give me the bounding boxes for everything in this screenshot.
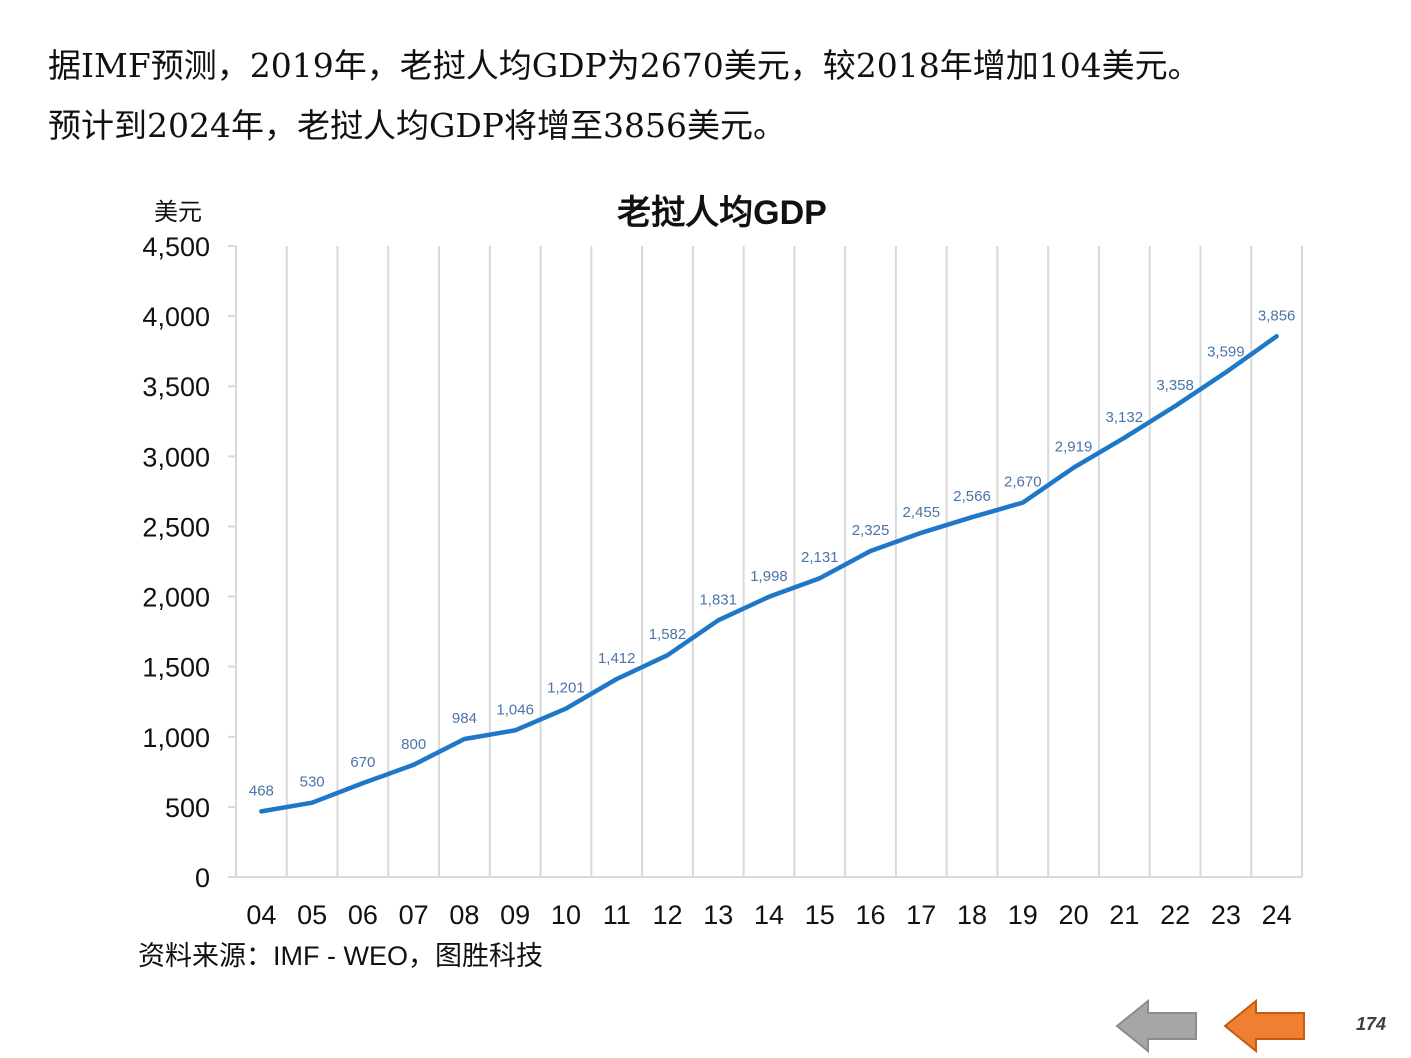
- data-point: [614, 677, 619, 682]
- data-point: [767, 594, 771, 599]
- data-point: [1020, 500, 1025, 505]
- chart-gridlines: [285, 246, 1303, 877]
- data-point: [1274, 334, 1279, 339]
- data-label: 1,831: [699, 591, 737, 608]
- data-label: 2,670: [1004, 474, 1042, 491]
- y-tick-label: 2,500: [142, 512, 210, 542]
- data-point: [919, 530, 924, 535]
- data-label: 670: [350, 754, 375, 771]
- x-tick-label: 09: [500, 900, 530, 930]
- x-tick-label: 04: [246, 900, 276, 930]
- y-axis-unit-label: 美元: [154, 199, 202, 226]
- x-tick-label: 07: [399, 900, 429, 930]
- intro-line-2: 预计到2024年，老挝人均GDP将增至3856美元。: [48, 106, 786, 145]
- data-point: [1223, 370, 1228, 375]
- data-label: 3,358: [1156, 377, 1194, 394]
- x-tick-label: 24: [1262, 900, 1292, 930]
- data-label: 3,599: [1207, 343, 1245, 360]
- y-tick-label: 3,500: [142, 372, 210, 402]
- chart-title: 老挝人均GDP: [617, 194, 827, 232]
- x-tick-label: 17: [906, 900, 936, 930]
- data-point: [360, 781, 365, 786]
- back-arrow-icon[interactable]: [1114, 998, 1200, 1054]
- x-tick-label: 11: [603, 900, 631, 930]
- data-label: 3,132: [1106, 409, 1144, 426]
- previous-arrow-shape: [1223, 998, 1305, 1054]
- data-label: 2,919: [1055, 439, 1093, 456]
- intro-line-1: 据IMF预测，2019年，老挝人均GDP为2670美元，较2018年增加104美…: [48, 46, 1201, 85]
- data-label: 3,856: [1258, 307, 1296, 324]
- data-label: 2,325: [852, 522, 890, 539]
- data-label: 1,582: [649, 626, 687, 643]
- x-tick-label: 08: [449, 900, 479, 930]
- x-tick-label: 18: [957, 900, 987, 930]
- data-point: [716, 618, 721, 623]
- chart-series: [259, 334, 1279, 814]
- y-tick-label: 500: [165, 793, 210, 823]
- page-number: 174: [1356, 1014, 1387, 1034]
- x-tick-label: 10: [551, 900, 581, 930]
- x-tick-label: 05: [297, 900, 327, 930]
- x-tick-label: 19: [1008, 900, 1038, 930]
- x-tick-label: 13: [703, 900, 733, 930]
- x-tick-label: 23: [1211, 900, 1241, 930]
- data-label: 984: [452, 710, 477, 727]
- data-label: 800: [401, 736, 426, 753]
- y-tick-label: 2,000: [142, 583, 210, 613]
- data-point: [665, 653, 670, 658]
- data-point: [563, 706, 568, 711]
- y-tick-label: 1,000: [142, 723, 210, 753]
- chart-data-labels: 468 530 670 800 984 1,046 1,201 1,412 1,582 1,831…: [249, 307, 1296, 799]
- back-arrow-shape: [1115, 998, 1197, 1054]
- chart-axes: 0 500 1,000 1,500 2,000 2,500 3,000 3,500 4,000 4…: [142, 232, 1302, 930]
- data-label: 468: [249, 782, 274, 799]
- data-point: [1071, 465, 1076, 470]
- data-label: 1,412: [598, 650, 636, 667]
- data-point: [817, 576, 822, 581]
- data-label: 1,998: [750, 568, 788, 585]
- data-point: [868, 548, 873, 553]
- data-label: 2,566: [953, 488, 991, 505]
- data-point: [1173, 404, 1178, 409]
- x-tick-label: 20: [1059, 900, 1089, 930]
- y-tick-label: 4,500: [142, 232, 210, 262]
- data-label: 1,046: [496, 701, 534, 718]
- data-point: [970, 515, 975, 520]
- x-tick-label: 16: [856, 900, 886, 930]
- previous-arrow-icon[interactable]: [1222, 998, 1308, 1054]
- x-tick-label: 06: [348, 900, 378, 930]
- x-tick-label: 22: [1160, 900, 1190, 930]
- data-label: 530: [300, 774, 325, 791]
- x-tick-label: 12: [652, 900, 682, 930]
- data-label: 2,131: [801, 549, 839, 566]
- data-label: 2,455: [903, 504, 941, 521]
- x-tick-label: 14: [754, 900, 784, 930]
- data-point: [1122, 435, 1127, 440]
- data-point: [310, 800, 315, 805]
- y-tick-label: 4,000: [142, 302, 210, 332]
- x-tick-label: 21: [1109, 900, 1139, 930]
- y-tick-label: 1,500: [142, 653, 210, 683]
- source-note: 资料来源：IMF - WEO，图胜科技: [138, 941, 543, 971]
- x-tick-label: 15: [805, 900, 835, 930]
- y-tick-label: 3,000: [142, 442, 210, 472]
- y-tick-label: 0: [195, 863, 210, 893]
- data-point: [259, 809, 264, 814]
- intro-text: 据IMF预测，2019年，老挝人均GDP为2670美元，较2018年增加104美…: [48, 36, 1378, 156]
- data-point: [513, 728, 518, 733]
- data-point: [462, 737, 467, 742]
- data-label: 1,201: [547, 680, 585, 697]
- data-point: [411, 762, 416, 767]
